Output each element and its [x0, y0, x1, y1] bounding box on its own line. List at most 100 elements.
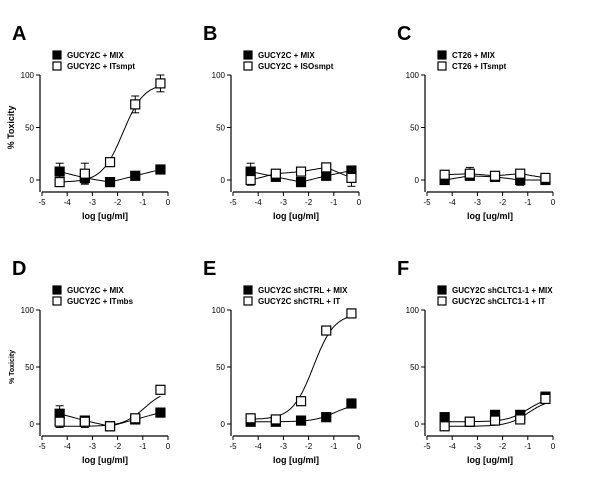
- data-point: [155, 384, 166, 395]
- x-tick-label: -3: [474, 442, 482, 451]
- y-tick-label: 100: [212, 71, 226, 80]
- y-tick-label: 100: [21, 71, 35, 80]
- data-point: [295, 177, 307, 188]
- legend-marker: [437, 50, 447, 60]
- x-tick-label: -4: [255, 442, 263, 451]
- data-point: [439, 421, 450, 432]
- x-tick-label: -2: [305, 198, 313, 207]
- series-2: GUCY2C shCLTC1-1 + IT: [437, 296, 551, 432]
- y-tick-label: 100: [406, 306, 420, 315]
- series-1: GUCY2C + MIX: [52, 285, 166, 432]
- data-point: [79, 416, 90, 427]
- data-point: [54, 166, 65, 177]
- data-point: [346, 308, 357, 319]
- data-point: [130, 413, 141, 424]
- series-1: CT26 + MIX: [437, 50, 551, 186]
- y-tick-label: 100: [212, 306, 226, 315]
- legend-marker: [437, 296, 447, 306]
- y-tick-label: 0: [30, 176, 35, 185]
- legend-marker: [243, 285, 253, 295]
- data-point: [104, 157, 116, 168]
- series-2: GUCY2C + ITsmpt: [52, 61, 166, 188]
- x-tick-label: -4: [449, 198, 457, 207]
- data-point: [464, 416, 475, 427]
- y-tick-label: 100: [406, 71, 420, 80]
- x-tick-label: -4: [449, 442, 457, 451]
- series-2: GUCY2C + ITmbs: [52, 296, 166, 432]
- legend-marker: [437, 285, 447, 295]
- legend-label: GUCY2C + MIX: [258, 51, 315, 60]
- legend-label: GUCY2C + ISOsmpt: [258, 62, 334, 71]
- x-tick-label: -3: [474, 198, 482, 207]
- x-tick-label: -4: [64, 442, 72, 451]
- data-point: [130, 99, 141, 110]
- panel-label: B: [203, 23, 217, 45]
- data-point: [295, 396, 307, 407]
- x-tick-label: 0: [551, 442, 556, 451]
- series-1: GUCY2C + MIX: [243, 50, 357, 188]
- x-tick-label: -2: [499, 198, 507, 207]
- x-tick-label: -3: [280, 442, 288, 451]
- legend-marker: [243, 61, 253, 71]
- x-tick-label: -1: [330, 198, 338, 207]
- series-2: GUCY2C shCTRL + IT: [243, 296, 357, 425]
- y-tick-label: 0: [221, 420, 226, 429]
- x-tick-label: -1: [524, 442, 532, 451]
- data-point: [155, 407, 166, 418]
- panel-label: A: [12, 23, 26, 45]
- legend-marker: [243, 50, 253, 60]
- legend-label: GUCY2C shCLTC1-1 + IT: [452, 297, 546, 306]
- data-point: [515, 414, 526, 425]
- data-point: [295, 166, 307, 177]
- x-tick-label: -2: [499, 442, 507, 451]
- data-point: [464, 168, 475, 179]
- panel-label: E: [203, 258, 216, 280]
- y-tick-label: 0: [30, 420, 35, 429]
- x-tick-label: -2: [114, 198, 122, 207]
- data-point: [245, 174, 256, 186]
- data-point: [346, 398, 357, 409]
- series-1: GUCY2C shCLTC1-1 + MIX: [437, 285, 553, 427]
- x-axis-label: log [ug/ml]: [467, 455, 513, 465]
- data-point: [321, 170, 332, 181]
- panel-label: C: [397, 23, 411, 45]
- panel-a: A 0 50 100 -5 -4 -3 -2 -1 0 log [ug/ml] % Toxicity G…: [6, 23, 171, 221]
- data-point: [321, 325, 332, 336]
- x-tick-label: -1: [139, 442, 147, 451]
- legend-label: GUCY2C + ITsmpt: [67, 62, 135, 71]
- legend-marker: [437, 61, 447, 71]
- data-point: [245, 413, 256, 424]
- y-tick-label: 50: [25, 124, 34, 133]
- data-point: [540, 172, 551, 183]
- data-point: [155, 164, 166, 175]
- data-point: [130, 170, 141, 181]
- x-tick-label: -4: [64, 198, 72, 207]
- legend-marker: [243, 296, 253, 306]
- x-tick-label: -5: [423, 442, 431, 451]
- legend-marker: [52, 285, 62, 295]
- panel-d: D 0 50 100 -5 -4 -3 -2 -1 0 log [ug/ml] % Toxicity G…: [9, 258, 171, 465]
- panel-c: C 0 50 100 -5 -4 -3 -2 -1 0 log [ug/ml] CT26 + MIX C…: [397, 23, 556, 221]
- legend-label: GUCY2C shCLTC1-1 + MIX: [452, 286, 553, 295]
- x-tick-label: -1: [139, 198, 147, 207]
- series-2: CT26 + ITsmpt: [437, 61, 551, 183]
- y-tick-label: 50: [410, 124, 419, 133]
- data-point: [540, 393, 551, 405]
- data-point: [79, 168, 90, 179]
- panel-b: B 0 50 100 -5 -4 -3 -2 -1 0 log [ug/ml] GUCY2C + MI…: [203, 23, 362, 221]
- y-tick-label: 0: [221, 176, 226, 185]
- data-point: [104, 421, 116, 432]
- panel-label: F: [397, 258, 409, 280]
- data-point: [346, 172, 357, 183]
- x-axis-label: log [ug/ml]: [273, 455, 319, 465]
- x-tick-label: 0: [166, 198, 171, 207]
- x-axis-label: log [ug/ml]: [82, 211, 128, 221]
- legend-label: CT26 + MIX: [452, 51, 496, 60]
- data-point: [155, 78, 166, 89]
- legend-label: CT26 + ITsmpt: [452, 62, 507, 71]
- x-tick-label: 0: [357, 442, 362, 451]
- x-tick-label: -2: [305, 442, 313, 451]
- data-point: [54, 416, 65, 427]
- x-tick-label: 0: [357, 198, 362, 207]
- legend-marker: [52, 61, 62, 71]
